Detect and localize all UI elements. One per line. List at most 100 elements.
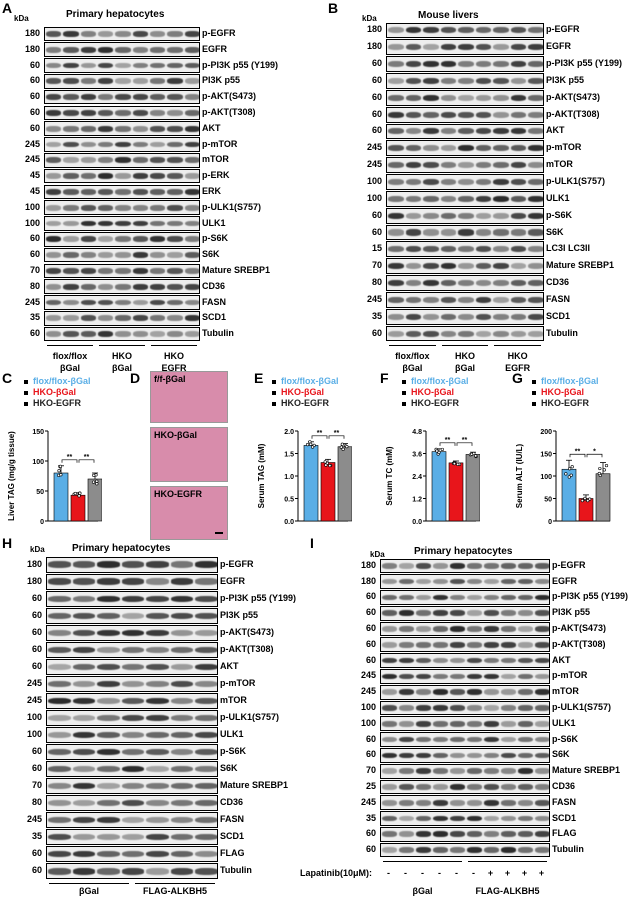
protein-band (48, 561, 71, 568)
protein-band (184, 110, 199, 116)
protein-band (195, 834, 217, 841)
protein-band (510, 263, 527, 270)
mw-marker: 35 (371, 310, 382, 321)
protein-band (535, 784, 549, 790)
protein-band (63, 220, 79, 227)
legend-entry: flox/flox-βGal (272, 376, 339, 386)
protein-band (46, 204, 62, 211)
protein-band (440, 145, 457, 152)
protein-label: p-PI3K p55 (Y199) (546, 58, 623, 69)
protein-band (80, 31, 96, 37)
protein-label: p-AKT(T308) (552, 638, 606, 649)
protein-band (72, 697, 96, 704)
protein-band (450, 610, 465, 617)
protein-band (195, 697, 217, 704)
protein-band (121, 783, 145, 790)
protein-band (150, 62, 166, 69)
legend-entry: flox/flox-βGal (24, 376, 91, 386)
protein-band (440, 279, 457, 287)
protein-band (72, 561, 96, 568)
blot-strip (380, 653, 550, 669)
legend-marker (532, 390, 536, 395)
blot-strip (386, 325, 544, 342)
protein-band (72, 663, 96, 670)
significance-label: ** (575, 448, 581, 455)
group-label-line2: EGFR (505, 363, 531, 373)
blot-strip (46, 778, 218, 795)
protein-label: p-PI3K p55 (Y199) (220, 592, 297, 603)
protein-band (484, 673, 499, 680)
protein-band (475, 313, 492, 320)
protein-band (146, 595, 169, 602)
protein-band (80, 236, 96, 243)
protein-band (450, 673, 465, 680)
protein-band (450, 626, 465, 632)
protein-band (518, 720, 533, 727)
protein-band (528, 246, 543, 253)
protein-label: Mature SREBP1 (220, 780, 289, 791)
blot-strip (386, 190, 544, 207)
protein-band (115, 220, 131, 227)
y-axis-label: Serum TAG (mM) (257, 443, 266, 508)
protein-band (63, 268, 79, 274)
protein-band (450, 642, 465, 648)
protein-band (63, 125, 79, 132)
protein-label: p-mTOR (546, 142, 582, 153)
protein-band (484, 768, 499, 774)
protein-band (170, 783, 194, 790)
protein-label: p-ULK1(S757) (552, 702, 612, 712)
group-label: HKO βGal (96, 350, 148, 374)
protein-band (416, 847, 431, 853)
panel-label-a: A (2, 0, 13, 16)
mw-marker: 80 (29, 280, 40, 291)
protein-band (484, 705, 499, 711)
protein-band (98, 236, 114, 243)
group-line (99, 345, 145, 346)
protein-band (475, 27, 492, 34)
blot-strip (44, 279, 200, 295)
mw-marker: 180 (26, 558, 42, 569)
protein-band (150, 331, 166, 337)
protein-band (63, 94, 79, 100)
protein-band (450, 784, 465, 790)
protein-band (132, 204, 148, 211)
protein-band (63, 141, 79, 148)
y-axis-label: Liver TAG (mg/g tissue) (7, 431, 16, 521)
protein-band (475, 128, 492, 135)
protein-band (195, 731, 217, 739)
data-point (328, 464, 332, 468)
treatment-sign: + (538, 868, 545, 878)
protein-band (63, 315, 79, 322)
mw-marker: 70 (365, 765, 376, 776)
protein-band (63, 157, 79, 164)
group-line (47, 345, 93, 346)
protein-band (150, 31, 166, 37)
protein-band (382, 594, 397, 601)
protein-label: p-mTOR (552, 670, 588, 681)
protein-band (121, 663, 145, 670)
protein-band (146, 800, 169, 807)
protein-band (72, 646, 96, 653)
protein-band (510, 178, 527, 186)
protein-band (475, 212, 492, 219)
legend-text: flox/flox-βGal (411, 376, 469, 386)
protein-band (423, 195, 439, 202)
blot-strip (46, 795, 218, 812)
protein-band (132, 268, 148, 274)
protein-band (80, 204, 96, 211)
protein-band (528, 195, 543, 202)
protein-band (399, 752, 414, 759)
protein-band (510, 246, 527, 253)
protein-band (467, 594, 482, 601)
protein-band (484, 610, 499, 617)
protein-band (440, 212, 457, 219)
protein-band (458, 94, 474, 101)
protein-label: SCD1 (220, 831, 245, 842)
blot-strip (380, 826, 550, 842)
protein-band (184, 220, 199, 227)
protein-band (433, 736, 448, 743)
y-tick-label: 50 (36, 489, 44, 496)
panel-label-g: G (512, 370, 523, 386)
blot-strip (44, 137, 200, 152)
